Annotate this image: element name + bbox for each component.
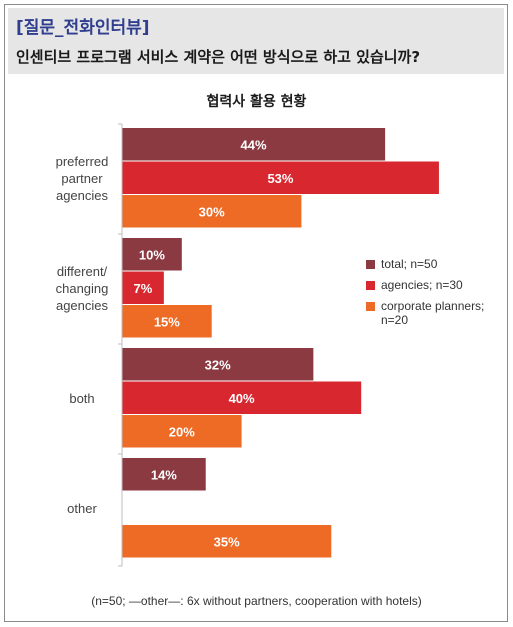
- bar-corporate-planners-other: [122, 525, 332, 558]
- bar-value-corporate-planners-different-changing: 15%: [154, 314, 180, 329]
- legend-swatch-total: [366, 260, 375, 269]
- section-tag: [질문_전화인터뷰]: [16, 18, 150, 38]
- bar-agencies-preferred-partner: [122, 161, 439, 194]
- category-label-preferred-partner: preferred partner agencies: [56, 154, 109, 203]
- chart-frame: [4, 4, 508, 622]
- legend-swatch-agencies: [366, 281, 375, 290]
- bar-value-corporate-planners-other: 35%: [214, 534, 240, 549]
- bar-total-both: [122, 348, 314, 381]
- legend-swatch-corporate-planners: [366, 302, 375, 311]
- bar-agencies-different-changing: [122, 271, 164, 304]
- bar-value-total-preferred-partner: 44%: [241, 137, 267, 152]
- bar-value-corporate-planners-preferred-partner: 30%: [199, 204, 225, 219]
- category-label-both: both: [69, 391, 94, 406]
- legend-label-total: total; n=50: [381, 257, 438, 271]
- bar-corporate-planners-both: [122, 415, 242, 448]
- header-band: [8, 8, 504, 74]
- bar-value-corporate-planners-both: 20%: [169, 424, 195, 439]
- bar-total-preferred-partner: [122, 128, 386, 161]
- bar-corporate-planners-preferred-partner: [122, 195, 302, 228]
- bar-value-total-both: 32%: [205, 357, 231, 372]
- bar-agencies-both: [122, 381, 362, 414]
- bar-value-agencies-both: 40%: [229, 391, 255, 406]
- bar-total-different-changing: [122, 238, 182, 271]
- legend-label-agencies: agencies; n=30: [381, 278, 463, 292]
- legend: total; n=50 agencies; n=30 corporate pla…: [366, 257, 491, 334]
- bar-total-other: [122, 458, 206, 491]
- bar-value-agencies-different-changing: 7%: [134, 281, 153, 296]
- bar-corporate-planners-different-changing: [122, 305, 212, 338]
- question-text: 인센티브 프로그램 서비스 계약은 어떤 방식으로 하고 있습니까?: [16, 48, 421, 66]
- bar-value-total-other: 14%: [151, 467, 177, 482]
- legend-item-agencies: agencies; n=30: [366, 278, 491, 292]
- legend-item-corporate-planners: corporate planners; n=20: [366, 299, 491, 327]
- bar-value-total-different-changing: 10%: [139, 247, 165, 262]
- category-label-different-changing: different/changing agencies: [56, 264, 109, 313]
- bar-value-agencies-preferred-partner: 53%: [267, 171, 293, 186]
- chart-title: 협력사 활용 현황: [206, 94, 307, 110]
- legend-label-corporate-planners: corporate planners; n=20: [381, 299, 485, 327]
- footnote: (n=50; —other—: 6x without partners, coo…: [91, 594, 422, 608]
- legend-item-total: total; n=50: [366, 257, 491, 271]
- category-label-other: other: [67, 501, 97, 516]
